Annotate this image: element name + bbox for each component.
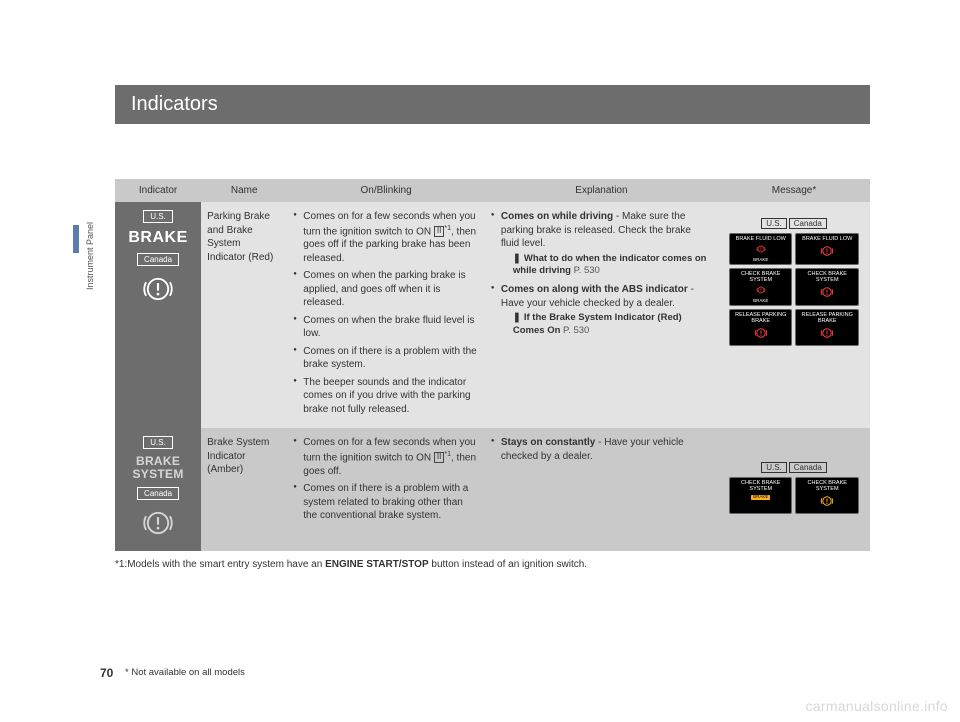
message-cell: U.S.Canada CHECK BRAKE SYSTEMBRAKE CHECK…: [718, 428, 870, 550]
dashboard-message-tile: CHECK BRAKE SYSTEMBRAKE: [729, 268, 793, 306]
footnote-availability: * Not available on all models: [125, 667, 245, 678]
reference-arrow-icon: ❚: [513, 253, 521, 264]
dashboard-message-tile: RELEASE PARKING BRAKE: [729, 309, 793, 345]
brake-warning-icon: [141, 272, 175, 306]
dashboard-message-tile: RELEASE PARKING BRAKE: [795, 309, 859, 345]
table-row: U.S. BRAKE SYSTEM Canada Brake System In: [115, 428, 870, 550]
explanation-cell: Comes on while driving - Make sure the p…: [485, 202, 718, 428]
page-number: 70: [100, 666, 113, 680]
brake-label: BRAKE: [121, 229, 195, 247]
on-item: Comes on when the parking brake is appli…: [293, 269, 479, 310]
header-on: On/Blinking: [287, 179, 485, 202]
explanation-cell: Stays on constantly - Have your vehicle …: [485, 428, 718, 550]
badge-us: U.S.: [761, 462, 787, 473]
message-display-grid: BRAKE FLUID LOWBRAKE BRAKE FLUID LOW CHE…: [729, 233, 859, 346]
footnote-smart-entry: *1:Models with the smart entry system ha…: [115, 559, 870, 570]
header-name: Name: [201, 179, 287, 202]
watermark: carmanualsonline.info: [806, 698, 949, 714]
exp-item: Stays on constantly - Have your vehicle …: [491, 436, 712, 463]
indicators-table: Indicator Name On/Blinking Explanation M…: [115, 179, 870, 551]
header-indicator: Indicator: [115, 179, 201, 202]
table-header-row: Indicator Name On/Blinking Explanation M…: [115, 179, 870, 202]
dashboard-message-tile: BRAKE FLUID LOWBRAKE: [729, 233, 793, 265]
brake-system-label: BRAKE SYSTEM: [121, 455, 195, 480]
cross-reference: ❚If the Brake System Indicator (Red) Com…: [501, 312, 712, 337]
on-item: Comes on for a few seconds when you turn…: [293, 210, 479, 265]
on-item: The beeper sounds and the indicator come…: [293, 376, 479, 417]
page-content: Indicators Indicator Name On/Blinking Ex…: [0, 0, 960, 722]
header-message: Message*: [718, 179, 870, 202]
badge-canada: Canada: [789, 218, 827, 229]
on-blinking-cell: Comes on for a few seconds when you turn…: [287, 428, 485, 550]
dashboard-message-tile: CHECK BRAKE SYSTEMBRAKE: [729, 477, 793, 513]
brake-warning-icon: [141, 506, 175, 540]
indicator-name: Brake System Indicator (Amber): [201, 428, 287, 550]
exp-item: Comes on along with the ABS indicator - …: [491, 283, 712, 337]
indicator-name: Parking Brake and Brake System Indicator…: [201, 202, 287, 428]
on-item: Comes on for a few seconds when you turn…: [293, 436, 479, 478]
on-blinking-cell: Comes on for a few seconds when you turn…: [287, 202, 485, 428]
message-display-grid: CHECK BRAKE SYSTEMBRAKE CHECK BRAKE SYST…: [729, 477, 859, 513]
exp-item: Comes on while driving - Make sure the p…: [491, 210, 712, 277]
dashboard-message-tile: CHECK BRAKE SYSTEM: [795, 477, 859, 513]
table-row: U.S. BRAKE Canada Parking Brake and Brak…: [115, 202, 870, 428]
reference-arrow-icon: ❚: [513, 312, 521, 323]
badge-canada: Canada: [137, 253, 179, 266]
page-title: Indicators: [115, 85, 870, 124]
dashboard-message-tile: CHECK BRAKE SYSTEM: [795, 268, 859, 306]
badge-us: U.S.: [761, 218, 787, 229]
badge-canada: Canada: [789, 462, 827, 473]
header-explanation: Explanation: [485, 179, 718, 202]
dashboard-message-tile: BRAKE FLUID LOW: [795, 233, 859, 265]
badge-us: U.S.: [143, 436, 173, 449]
cross-reference: ❚What to do when the indicator comes on …: [501, 253, 712, 278]
on-item: Comes on when the brake fluid level is l…: [293, 314, 479, 341]
on-item: Comes on if there is a problem with the …: [293, 345, 479, 372]
ignition-position-icon: II: [434, 452, 444, 463]
badge-us: U.S.: [143, 210, 173, 223]
indicator-cell-brake-red: U.S. BRAKE Canada: [115, 202, 201, 428]
indicator-cell-brake-amber: U.S. BRAKE SYSTEM Canada: [115, 428, 201, 550]
badge-canada: Canada: [137, 487, 179, 500]
ignition-position-icon: II: [434, 226, 444, 237]
message-cell: U.S.Canada BRAKE FLUID LOWBRAKE BRAKE FL…: [718, 202, 870, 428]
on-item: Comes on if there is a problem with a sy…: [293, 482, 479, 523]
